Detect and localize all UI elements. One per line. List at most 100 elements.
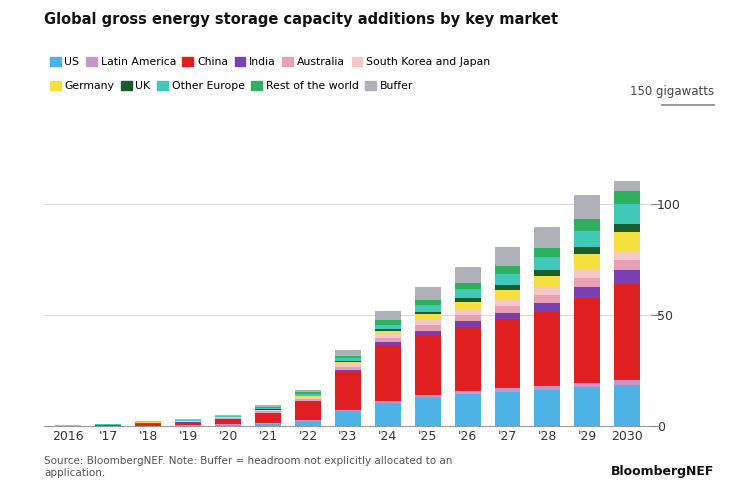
Bar <box>414 335 440 395</box>
Bar <box>215 419 241 424</box>
Bar <box>614 260 640 270</box>
Bar <box>574 298 600 383</box>
Bar <box>614 270 640 284</box>
Bar <box>454 392 480 394</box>
Bar <box>374 329 400 331</box>
Bar <box>374 403 400 426</box>
Bar <box>534 227 560 248</box>
Bar <box>574 287 600 298</box>
Bar <box>215 418 241 419</box>
Bar <box>494 313 520 319</box>
Bar <box>95 425 121 426</box>
Bar <box>334 410 361 411</box>
Bar <box>414 299 440 305</box>
Bar <box>454 298 480 301</box>
Bar <box>494 274 520 285</box>
Bar <box>494 290 520 300</box>
Bar <box>454 321 480 327</box>
Bar <box>494 319 520 389</box>
Bar <box>574 387 600 426</box>
Bar <box>414 305 440 312</box>
Bar <box>295 420 321 421</box>
Bar <box>414 315 440 320</box>
Bar <box>534 312 560 386</box>
Bar <box>574 270 600 278</box>
Bar <box>334 411 361 426</box>
Bar <box>414 312 440 315</box>
Bar <box>334 367 361 370</box>
Bar <box>574 278 600 287</box>
Bar <box>374 324 400 329</box>
Bar <box>295 396 321 397</box>
Bar <box>454 289 480 298</box>
Bar <box>255 407 281 408</box>
Bar <box>175 425 201 426</box>
Bar <box>534 386 560 390</box>
Bar <box>175 419 201 420</box>
Bar <box>454 327 480 392</box>
Bar <box>374 334 400 338</box>
Bar <box>414 397 440 426</box>
Legend: Germany, UK, Other Europe, Rest of the world, Buffer: Germany, UK, Other Europe, Rest of the w… <box>50 81 413 92</box>
Bar <box>414 287 440 299</box>
Bar <box>414 320 440 325</box>
Bar <box>454 301 480 309</box>
Bar <box>255 413 281 423</box>
Bar <box>374 342 400 345</box>
Bar <box>494 247 520 267</box>
Bar <box>534 257 560 270</box>
Bar <box>295 392 321 394</box>
Bar <box>334 358 361 361</box>
Bar <box>255 424 281 426</box>
Bar <box>574 230 600 247</box>
Bar <box>374 401 400 403</box>
Text: Global gross energy storage capacity additions by key market: Global gross energy storage capacity add… <box>44 12 559 27</box>
Bar <box>255 405 281 407</box>
Bar <box>614 284 640 380</box>
Legend: US, Latin America, China, India, Australia, South Korea and Japan: US, Latin America, China, India, Austral… <box>50 57 491 67</box>
Bar <box>414 331 440 335</box>
Bar <box>614 224 640 232</box>
Bar <box>374 320 400 324</box>
Bar <box>534 270 560 276</box>
Bar <box>215 417 241 418</box>
Bar <box>574 247 600 254</box>
Bar <box>494 389 520 392</box>
Bar <box>494 392 520 426</box>
Bar <box>614 232 640 251</box>
Bar <box>334 361 361 363</box>
Bar <box>295 390 321 392</box>
Bar <box>454 315 480 321</box>
Bar <box>295 397 321 399</box>
Bar <box>215 424 241 426</box>
Bar <box>374 331 400 334</box>
Bar <box>295 395 321 396</box>
Bar <box>334 370 361 372</box>
Bar <box>334 364 361 367</box>
Bar <box>494 267 520 274</box>
Bar <box>454 267 480 283</box>
Bar <box>374 345 400 401</box>
Bar <box>494 285 520 290</box>
Bar <box>614 161 640 191</box>
Bar <box>614 251 640 260</box>
Bar <box>295 399 321 401</box>
Bar <box>255 411 281 413</box>
Bar <box>534 303 560 312</box>
Bar <box>614 380 640 385</box>
Bar <box>334 350 361 356</box>
Bar <box>334 363 361 364</box>
Bar <box>614 385 640 426</box>
Bar <box>414 395 440 397</box>
Bar <box>614 191 640 204</box>
Bar <box>534 276 560 288</box>
Bar <box>454 394 480 426</box>
Bar <box>534 295 560 303</box>
Bar <box>534 288 560 295</box>
Bar <box>295 394 321 395</box>
Bar <box>334 356 361 358</box>
Bar <box>295 401 321 402</box>
Text: Source: BloombergNEF. Note: Buffer = headroom not explicitly allocated to an
app: Source: BloombergNEF. Note: Buffer = hea… <box>44 456 453 478</box>
Bar <box>574 254 600 270</box>
Bar <box>454 309 480 315</box>
